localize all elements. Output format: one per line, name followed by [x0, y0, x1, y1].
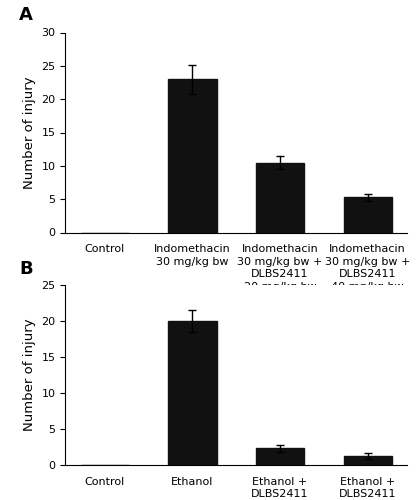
Bar: [256, 162, 304, 232]
Bar: [168, 79, 217, 233]
Y-axis label: Number of injury: Number of injury: [23, 318, 36, 432]
Bar: [344, 456, 392, 465]
Bar: [344, 197, 392, 232]
Text: A: A: [19, 6, 33, 25]
Y-axis label: Number of injury: Number of injury: [23, 76, 36, 189]
Bar: [256, 448, 304, 465]
Bar: [168, 321, 217, 465]
Text: B: B: [19, 260, 32, 278]
